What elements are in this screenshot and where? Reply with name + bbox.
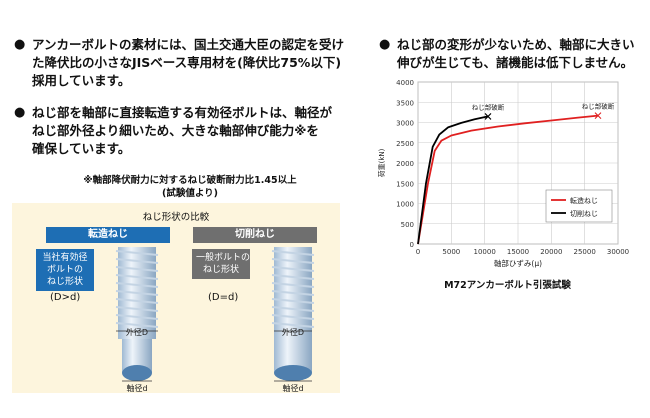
rolled-bolt-illustration: 外径D 軸径d bbox=[115, 247, 159, 393]
bullet-line: ねじ部外径より細いため、大きな軸部伸び能力※を bbox=[32, 123, 319, 138]
y-tick-label: 2500 bbox=[396, 140, 414, 148]
rolled-thread-header: 転造ねじ bbox=[46, 227, 170, 243]
fracture-annotation: ねじ部破断 bbox=[472, 102, 505, 111]
label-line: 当社有効径 bbox=[42, 253, 88, 263]
legend-entry: 切削ねじ bbox=[570, 209, 598, 218]
bullet-line: た降伏比の小さなJISベース専用材を(降伏比75%以下) bbox=[32, 55, 342, 70]
y-axis-label: 荷重(kN) bbox=[377, 148, 386, 177]
comparison-title: ねじ形状の比較 bbox=[142, 212, 210, 223]
cut-thread-header: 切削ねじ bbox=[193, 227, 317, 243]
y-tick-label: 4000 bbox=[396, 79, 414, 87]
cut-bolt-illustration: 外径D 軸径d bbox=[271, 247, 315, 393]
rolled-thread-label: 当社有効径 ボルトの ねじ形状 bbox=[36, 249, 94, 291]
legend-box bbox=[545, 189, 613, 223]
bullet-line: ねじ部の変形が少ないため、軸部に大きい bbox=[397, 37, 635, 52]
shaft-end bbox=[274, 365, 312, 381]
bullet-marker: ● bbox=[14, 105, 26, 120]
thread-section bbox=[271, 247, 315, 339]
feature-bullet-deformation: ● ねじ部の変形が少ないため、軸部に大きい 伸びが生じても、諸機能は低下しません… bbox=[379, 36, 647, 72]
tensile-test-chart: 0 500 1000 1500 2000 2500 3000 3500 4000 0 5000 100… bbox=[370, 74, 645, 299]
bullet-marker: ● bbox=[14, 37, 26, 52]
x-tick-label: 5000 bbox=[442, 248, 460, 256]
fracture-point-marker bbox=[594, 112, 602, 120]
bullet-marker: ● bbox=[379, 37, 391, 52]
bullet-line: 伸びが生じても、諸機能は低下しません。 bbox=[397, 55, 634, 70]
footnote-ratio: ※軸部降伏耐力に対するねじ破断耐力比1.45以上 bbox=[83, 175, 297, 186]
outer-diameter-label: 外径D bbox=[126, 327, 148, 337]
footnote-source: (試験値より) bbox=[162, 188, 218, 199]
bullet-line: 確保しています。 bbox=[32, 141, 131, 156]
y-tick-label: 1500 bbox=[396, 180, 414, 188]
label-line: 一般ボルトの bbox=[196, 253, 251, 263]
y-tick-label: 1000 bbox=[396, 201, 414, 209]
x-tick-label: 10000 bbox=[474, 248, 496, 256]
fracture-point-marker bbox=[484, 113, 492, 120]
label-line: ボルトの bbox=[46, 265, 83, 275]
x-tick-label: 25000 bbox=[574, 248, 596, 256]
label-line: ねじ形状 bbox=[202, 265, 239, 275]
legend-entry: 転造ねじ bbox=[570, 196, 598, 205]
y-tick-label: 3500 bbox=[396, 99, 414, 107]
y-tick-label: 2000 bbox=[396, 160, 414, 168]
y-tick-label: 3000 bbox=[396, 120, 414, 128]
x-tick-label: 15000 bbox=[507, 248, 529, 256]
thread-comparison-panel: ねじ形状の比較 転造ねじ 切削ねじ 当社有効径 ボルトの ねじ形状 一般ボルトの… bbox=[12, 203, 340, 393]
x-axis-label: 軸部ひずみ(μ) bbox=[494, 258, 542, 268]
cut-thread-label: 一般ボルトの ねじ形状 bbox=[192, 249, 250, 279]
bullet-line: ねじ部を軸部に直接転造する有効径ボルトは、軸径が bbox=[32, 105, 333, 120]
label-line: ねじ形状 bbox=[46, 277, 83, 287]
feature-bullet-rolled-thread: ● ねじ部を軸部に直接転造する有効径ボルトは、軸径が ねじ部外径より細いため、大… bbox=[14, 104, 352, 158]
y-tick-label: 500 bbox=[401, 221, 414, 229]
rolled-relation: (D>d) bbox=[50, 292, 81, 303]
cut-relation: (D=d) bbox=[208, 292, 239, 303]
y-tick-label: 0 bbox=[410, 241, 414, 249]
series-line bbox=[417, 115, 489, 245]
thread-section bbox=[115, 247, 159, 339]
shaft-diameter-label: 軸径d bbox=[126, 383, 147, 393]
x-tick-label: 0 bbox=[416, 248, 420, 256]
chart-axes: 0 500 1000 1500 2000 2500 3000 3500 4000 0 5000 100… bbox=[377, 79, 629, 268]
bullet-line: アンカーボルトの素材には、国土交通大臣の認定を受け bbox=[32, 37, 345, 52]
x-tick-label: 20000 bbox=[540, 248, 562, 256]
series-line bbox=[417, 114, 599, 245]
chart-series bbox=[417, 112, 602, 245]
chart-annotations: ねじ部破断 ねじ部破断 bbox=[472, 102, 615, 112]
x-tick-label: 30000 bbox=[607, 248, 629, 256]
chart-svg: 0 500 1000 1500 2000 2500 3000 3500 4000 0 5000 100… bbox=[377, 79, 629, 268]
feature-bullet-material: ● アンカーボルトの素材には、国土交通大臣の認定を受け た降伏比の小さなJISベ… bbox=[14, 36, 352, 90]
bullet-line: 採用しています。 bbox=[32, 73, 131, 88]
chart-caption: M72アンカーボルト引張試験 bbox=[444, 280, 571, 291]
outer-diameter-label: 外径D bbox=[282, 327, 304, 337]
shaft-diameter-label: 軸径d bbox=[282, 383, 303, 393]
fracture-annotation: ねじ部破断 bbox=[582, 102, 615, 111]
shaft-end bbox=[122, 365, 152, 381]
